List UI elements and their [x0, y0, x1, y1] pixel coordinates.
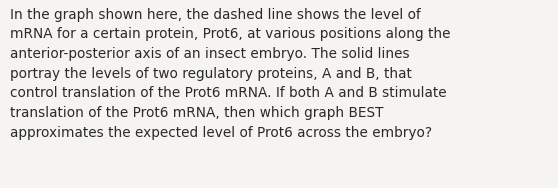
Text: In the graph shown here, the dashed line shows the level of
mRNA for a certain p: In the graph shown here, the dashed line…	[10, 8, 450, 140]
